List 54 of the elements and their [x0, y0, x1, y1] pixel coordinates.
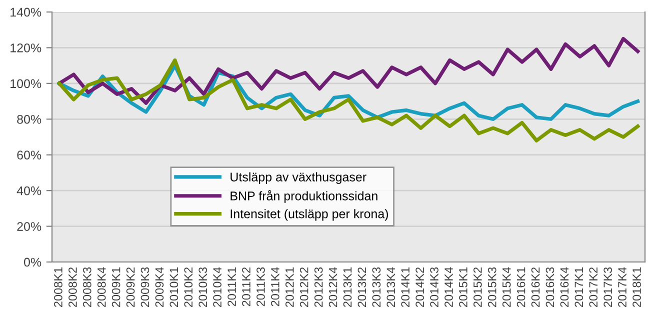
x-tick-label: 2016K4 — [560, 267, 569, 307]
x-tick-label: 2014K1 — [401, 267, 410, 307]
line-series — [57, 36, 640, 105]
x-tick-label: 2016K1 — [516, 267, 526, 307]
x-tick-label: 2014K4 — [444, 267, 453, 307]
x-tick-label: 2014K3 — [430, 267, 438, 307]
x-tick-label: 2016K3 — [546, 267, 554, 307]
y-tick-label: 60% — [17, 150, 42, 160]
x-tick-label: 2011K3 — [256, 267, 265, 306]
x-tick-label: 2009K3 — [140, 267, 150, 307]
x-tick-label: 2011K1 — [228, 267, 236, 306]
legend-label: Utsläpp av växthusgaser — [230, 172, 366, 184]
x-tick-label: 2009K4 — [155, 267, 164, 307]
x-tick-label: 2012K1 — [285, 267, 294, 307]
x-tick-label: 2016K2 — [531, 267, 540, 307]
x-tick-label: 2012K2 — [300, 267, 308, 307]
x-tick-label: 2017K2 — [589, 267, 598, 307]
legend-label: BNP från produktionssidan — [230, 190, 378, 203]
x-tick-label: 2015K2 — [473, 267, 482, 307]
x-tick-label: 2008K4 — [97, 267, 106, 307]
x-tick-label: 2013K2 — [358, 267, 366, 307]
x-tick-label: 2010K4 — [213, 267, 222, 307]
x-tick-label: 2015K3 — [488, 267, 496, 307]
line-series — [57, 58, 640, 142]
x-tick-label: 2012K4 — [328, 267, 338, 307]
x-tick-label: 2010K1 — [170, 267, 178, 307]
y-tick-label: 40% — [16, 186, 42, 196]
x-tick-label: 2008K2 — [68, 267, 77, 307]
y-tick-label: 20% — [17, 222, 42, 231]
x-tick-label: 2015K4 — [502, 267, 511, 307]
y-tick-label: 140% — [10, 8, 42, 17]
x-tick-label: 2011K4 — [270, 267, 280, 306]
x-tick-label: 2018K1 — [632, 267, 641, 307]
x-tick-label: 2008K3 — [82, 267, 92, 307]
x-tick-label: 2009K1 — [112, 267, 120, 307]
x-tick-label: 2013K1 — [343, 267, 352, 307]
x-tick-label: 2017K4 — [618, 267, 626, 307]
y-tick-label: 100% — [10, 79, 42, 88]
legend-label: Intensitet (utsläpp per krona) — [230, 209, 388, 221]
x-tick-label: 2017K3 — [604, 267, 612, 307]
x-tick-label: 2011K2 — [242, 267, 250, 306]
x-tick-label: 2015K1 — [459, 267, 468, 307]
y-tick-label: 120% — [10, 44, 42, 52]
x-tick-label: 2013K3 — [372, 267, 381, 307]
y-tick-label: 80% — [17, 114, 42, 124]
x-tick-label: 2008K1 — [54, 267, 62, 307]
x-tick-label: 2012K3 — [314, 267, 323, 307]
x-tick-label: 2009K2 — [126, 267, 135, 307]
y-tick-label: 0% — [24, 258, 42, 267]
x-tick-label: 2013K4 — [386, 267, 396, 307]
x-tick-label: 2010K2 — [184, 267, 193, 307]
x-tick-label: 2010K3 — [198, 267, 208, 307]
x-tick-label: 2017K1 — [574, 267, 584, 307]
x-tick-label: 2014K2 — [416, 267, 424, 307]
